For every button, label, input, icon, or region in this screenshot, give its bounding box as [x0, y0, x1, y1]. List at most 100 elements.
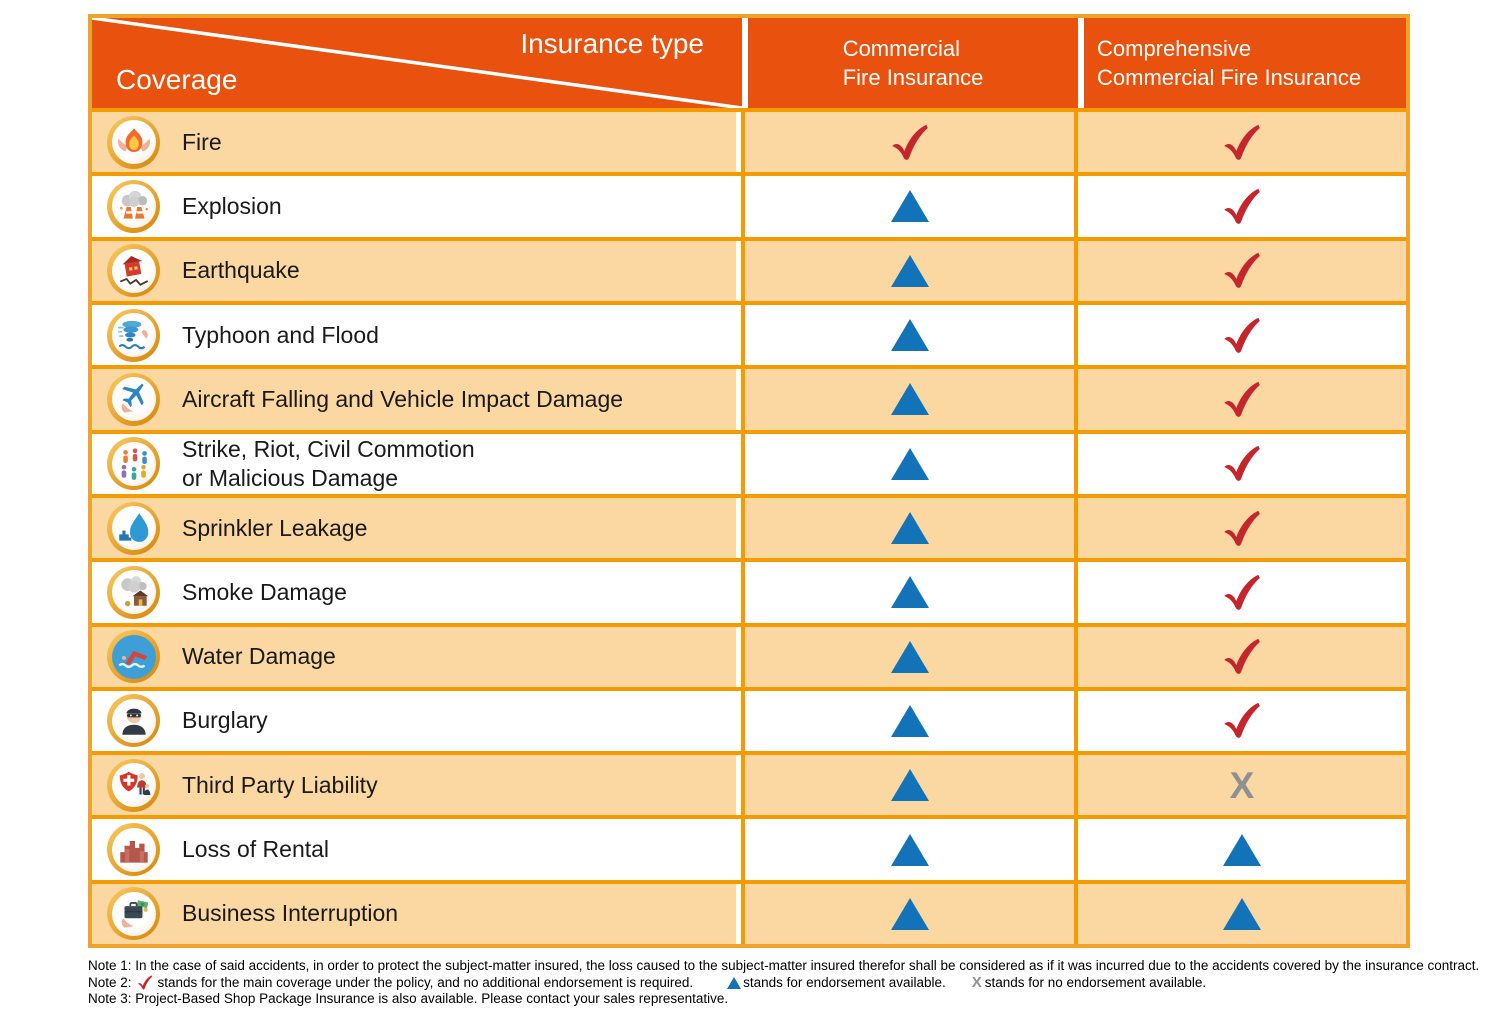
corner-header-cell: Insurance type Coverage [92, 18, 742, 108]
coverage-label: Third Party Liability [182, 771, 378, 798]
column-divider [1074, 690, 1078, 752]
table-row: Smoke Damage [92, 558, 1406, 623]
column-divider [1074, 240, 1078, 301]
note-2-cross-text: stands for no endorsement available. [984, 974, 1207, 990]
explosion-icon [107, 179, 160, 233]
triangle-icon [727, 976, 742, 989]
coverage-label: Explosion [182, 192, 282, 219]
comprehensive-cell [1078, 562, 1406, 622]
riot-icon [107, 437, 160, 491]
table-row: Fire [92, 108, 1406, 173]
note-3: Note 3: Project-Based Shop Package Insur… [88, 991, 729, 1006]
column-divider [736, 176, 745, 237]
commercial-fire-cell [745, 434, 1074, 494]
diagonal-divider-line [92, 18, 742, 108]
table-row: Strike, Riot, Civil Commotion or Malicio… [92, 429, 1406, 494]
column-divider [1074, 433, 1078, 494]
coverage-label: Loss of Rental [182, 836, 330, 863]
table-row: Typhoon and Flood [92, 300, 1406, 366]
column-divider [1074, 304, 1078, 366]
table-row: Burglary [92, 686, 1406, 752]
column-divider [1074, 497, 1078, 559]
table-body: Fire Explosion [92, 108, 1406, 945]
note-1: Note 1: In the case of said accidents, i… [88, 958, 1480, 973]
note-2-check-text: stands for the main coverage under the p… [157, 974, 694, 990]
comprehensive-cell [1078, 498, 1406, 558]
coverage-label: Business Interruption [182, 900, 399, 927]
note-2-prefix: Note 2: [88, 974, 132, 990]
column-divider [736, 883, 745, 945]
column-divider [736, 433, 745, 494]
comprehensive-cell [1078, 241, 1406, 301]
commercial-fire-cell [745, 112, 1074, 172]
commercial-fire-cell [745, 819, 1074, 879]
commercial-fire-cell [745, 498, 1074, 558]
table-header: Insurance type Coverage Commercial Fire … [92, 18, 1406, 108]
coverage-label: Fire [182, 128, 222, 155]
column-divider [1074, 176, 1078, 237]
column-divider [1074, 562, 1078, 623]
coverage-label: Sprinkler Leakage [182, 514, 368, 541]
table-row: Loss of Rental [92, 815, 1406, 880]
comprehensive-cell [1078, 369, 1406, 429]
column-divider [736, 497, 745, 559]
column-divider [736, 755, 745, 816]
column-divider [736, 240, 745, 301]
commercial-fire-cell [745, 755, 1074, 815]
note-2-triangle-text: stands for endorsement available. [743, 974, 946, 990]
loss-of-rental-icon [107, 823, 160, 877]
coverage-label: Aircraft Falling and Vehicle Impact Dama… [182, 385, 624, 412]
column-divider [736, 369, 745, 430]
comprehensive-cell [1078, 176, 1406, 236]
commercial-fire-header-label: Commercial Fire Insurance [842, 36, 984, 90]
column-divider [1074, 626, 1078, 687]
comprehensive-cell [1078, 691, 1406, 751]
water-damage-icon [107, 630, 160, 684]
typhoon-flood-icon [107, 308, 160, 362]
commercial-fire-cell [745, 627, 1074, 687]
comprehensive-header-cell: Comprehensive Commercial Fire Insurance [1084, 18, 1406, 108]
commercial-fire-cell [745, 241, 1074, 301]
coverage-label: Smoke Damage [182, 578, 347, 605]
column-divider [736, 626, 745, 687]
column-divider [736, 690, 745, 752]
coverage-label: Strike, Riot, Civil Commotion or Malicio… [182, 435, 475, 491]
note-2: Note 2: stands for the main coverage und… [88, 973, 1448, 992]
check-icon [137, 975, 152, 990]
table-row: Third Party Liability X [92, 751, 1406, 816]
table-row: Sprinkler Leakage [92, 493, 1406, 559]
comprehensive-cell [1078, 305, 1406, 365]
commercial-fire-cell [745, 562, 1074, 622]
header-gap [1078, 18, 1084, 108]
footnotes: Note 1: In the case of said accidents, i… [88, 958, 1480, 1008]
coverage-label: Typhoon and Flood [182, 321, 379, 348]
column-divider [736, 562, 745, 623]
coverage-label: Water Damage [182, 643, 336, 670]
comprehensive-cell: X [1229, 764, 1255, 806]
column-divider [1074, 755, 1078, 816]
commercial-fire-cell [745, 691, 1074, 751]
comprehensive-cell [1078, 884, 1406, 944]
table-row: Earthquake [92, 236, 1406, 301]
coverage-label: Burglary [182, 707, 268, 734]
column-divider [1074, 369, 1078, 430]
comprehensive-cell [1078, 627, 1406, 687]
commercial-fire-cell [745, 305, 1074, 365]
column-divider [736, 819, 745, 880]
comprehensive-cell [1078, 434, 1406, 494]
coverage-comparison-table: Insurance type Coverage Commercial Fire … [88, 14, 1410, 948]
commercial-fire-cell [745, 884, 1074, 944]
comprehensive-header-label: Comprehensive Commercial Fire Insurance [1097, 36, 1362, 90]
column-divider [736, 304, 745, 366]
business-interruption-icon [107, 887, 160, 941]
column-divider [1074, 819, 1078, 880]
coverage-label: Earthquake [182, 257, 300, 284]
column-divider [736, 112, 745, 173]
coverage-header: Coverage [116, 64, 238, 95]
cross-icon: X [971, 973, 982, 991]
table-row: Explosion [92, 172, 1406, 237]
table-row: Aircraft Falling and Vehicle Impact Dama… [92, 365, 1406, 430]
comprehensive-cell [1078, 112, 1406, 172]
commercial-fire-cell [745, 369, 1074, 429]
commercial-fire-cell [745, 176, 1074, 236]
